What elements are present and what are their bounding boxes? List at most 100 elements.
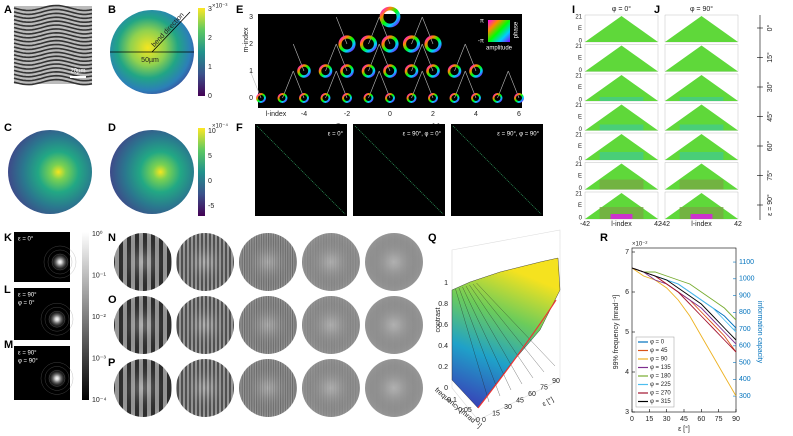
y2-tick-label: 1000: [739, 276, 755, 283]
tail: [679, 152, 724, 160]
mesh: [458, 287, 501, 397]
diagonal: [452, 125, 542, 215]
y2-tick-label: 800: [739, 309, 751, 316]
y-tick-label: 15: [492, 410, 500, 417]
series-line: [631, 267, 737, 397]
panel-label: D: [108, 122, 116, 134]
row-label: E: [578, 203, 582, 209]
side-tick-label: ε = 90°: [766, 194, 774, 216]
x-tick-label: 90: [732, 416, 740, 423]
panel-label: I: [572, 4, 575, 16]
vignette: [302, 296, 360, 354]
column-title: φ = 0°: [612, 5, 631, 13]
ring: [43, 245, 77, 279]
mesh: [469, 284, 534, 379]
caption: ε = 90°: [18, 293, 37, 299]
legend-label: φ = 315: [650, 399, 671, 405]
ring: [44, 366, 70, 391]
z-tick-label: 1: [444, 280, 448, 287]
side-tick-label: 45°: [766, 111, 774, 122]
legend-label: -π: [478, 39, 484, 45]
map-d: [110, 130, 194, 214]
tail: [679, 97, 724, 101]
row-label: 21: [575, 133, 582, 139]
legend-label: φ = 135: [650, 365, 671, 371]
y-tick-label: 30: [504, 404, 512, 411]
row-label: E: [578, 56, 582, 62]
fringe: [13, 55, 93, 63]
mode: [277, 93, 288, 103]
vignette: [302, 233, 360, 291]
vignette: [365, 233, 423, 291]
y-tick-label: 5: [625, 329, 629, 336]
legend-label: φ = 90: [650, 357, 668, 363]
row-label: 21: [575, 74, 582, 80]
panel-label: F: [236, 122, 243, 134]
fringe: [13, 8, 93, 16]
row-label: 21: [575, 15, 582, 21]
row-label: 0: [579, 98, 583, 104]
x-tick-label: 0.05: [458, 407, 472, 414]
row-label: E: [578, 26, 582, 32]
y2-tick-label: 300: [739, 393, 751, 400]
y2-tick-label: 1100: [739, 259, 754, 266]
axis-label: ε [°]: [541, 395, 555, 408]
side-tick-label: 60°: [766, 141, 774, 152]
row-label: E: [578, 144, 582, 150]
mode: [449, 93, 460, 103]
mode: [342, 93, 352, 103]
band: [665, 75, 738, 101]
diameter-label: 50µm: [141, 57, 159, 64]
spot: [47, 368, 67, 389]
contrast-line: [477, 299, 557, 409]
panel-label: N: [108, 232, 116, 244]
vignette: [239, 233, 297, 291]
colorbar-tick: 2: [208, 35, 212, 42]
colorbar-tick: 0: [208, 93, 212, 100]
y2-tick-label: 400: [739, 376, 751, 383]
y-tick-label: 75: [540, 384, 548, 391]
x-tick-label: 0.1: [447, 397, 457, 404]
scale-label: 20µm: [70, 69, 85, 75]
y-tick-label: 0: [249, 95, 253, 102]
row-label: 21: [575, 192, 582, 198]
colorbar-tick: 10⁻²: [92, 314, 106, 321]
link: [421, 16, 434, 45]
fringe: [13, 51, 93, 59]
y-tick-label: 1: [249, 68, 253, 75]
x-tick-label: -4: [301, 111, 307, 118]
colorbar-tick: 0: [208, 178, 212, 185]
axis-label: l-index: [266, 111, 287, 118]
x-axis-label: ε [°]: [678, 425, 690, 433]
y2-axis-label: information capacity: [756, 301, 763, 364]
mode: [383, 64, 397, 78]
colorbar-exponent: ×10⁻⁴: [212, 123, 228, 130]
mode: [469, 64, 483, 78]
x-tick-label: 75: [715, 416, 723, 423]
mode: [299, 93, 309, 103]
vignette: [114, 359, 172, 417]
y-tick-label: 2: [249, 41, 253, 48]
colorbar: [198, 128, 205, 216]
x-tick-label: 45: [680, 416, 688, 423]
panel-label: L: [4, 284, 11, 296]
colorbar-tick: 10⁻¹: [92, 272, 106, 279]
mode: [318, 64, 333, 78]
tail: [679, 124, 724, 131]
vignette: [365, 359, 423, 417]
axis-label: contrast: [435, 307, 442, 332]
row-label: 0: [579, 39, 583, 45]
caption: ε = 90°, φ = 0°: [403, 132, 442, 138]
band: [665, 104, 738, 131]
panel-label: C: [4, 122, 12, 134]
panel-label: E: [236, 4, 243, 16]
legend-label: phase: [514, 21, 520, 38]
link: [411, 16, 423, 45]
mode: [424, 35, 442, 53]
mesh: [465, 285, 523, 385]
series-line: [631, 267, 737, 345]
panel-label: R: [600, 232, 608, 244]
fringe: [13, 31, 93, 39]
y-tick-label: 90: [552, 378, 560, 385]
ring: [44, 307, 70, 332]
